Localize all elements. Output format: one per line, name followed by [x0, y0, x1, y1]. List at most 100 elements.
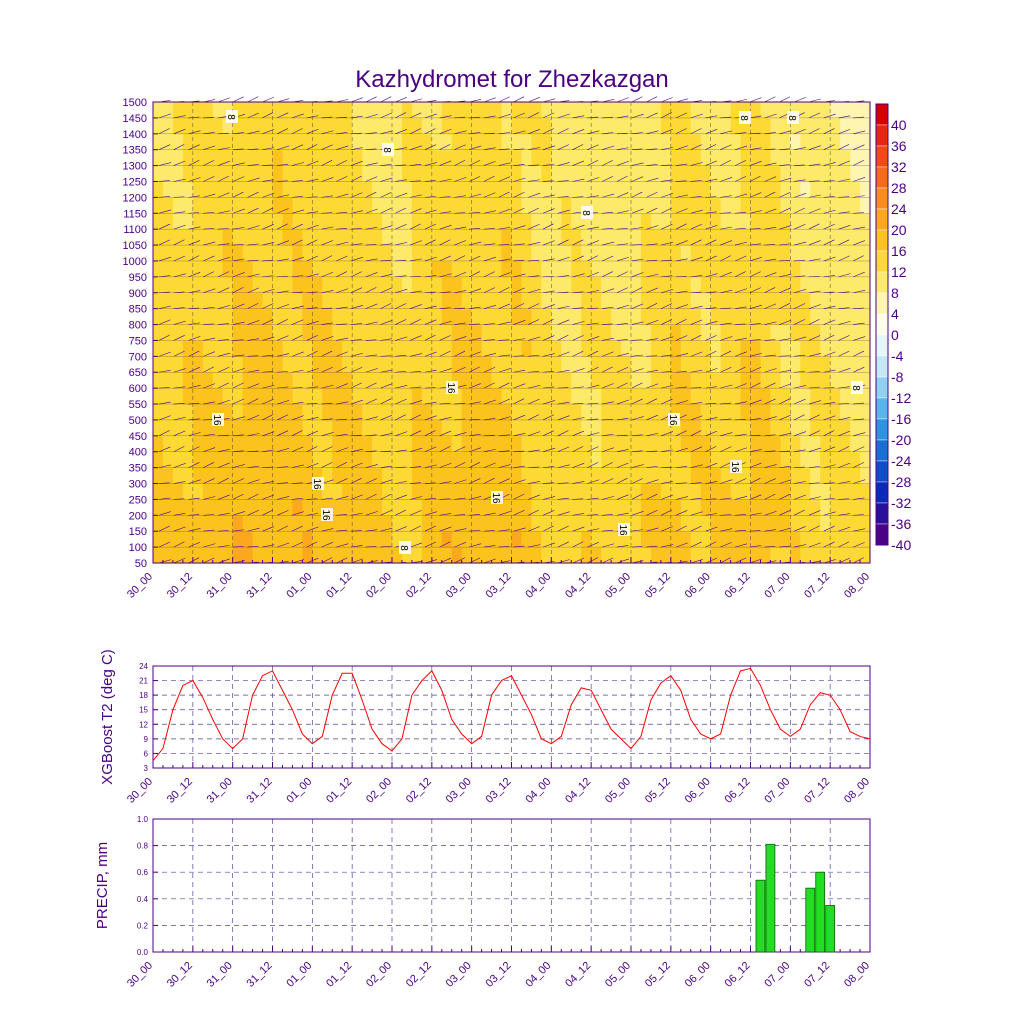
p3-xtick-label: 31_00: [205, 960, 235, 990]
heat-cell: [222, 292, 234, 310]
wind-barb: [380, 545, 392, 548]
heat-cell: [232, 372, 244, 389]
heat-cell: [690, 435, 702, 453]
wind-barb: [735, 337, 747, 341]
heat-cell: [521, 260, 533, 278]
wind-barb: [513, 545, 525, 548]
heat-cell: [541, 229, 552, 246]
wind-barb: [395, 97, 407, 103]
wind-barb: [542, 112, 555, 119]
heat-cell: [392, 451, 403, 469]
wind-barb: [602, 351, 614, 357]
wind-barb: [749, 243, 761, 246]
wind-barb: [277, 414, 289, 421]
colorbar-label: 0: [891, 327, 899, 343]
heat-cell: [411, 388, 423, 405]
wind-barb: [808, 371, 820, 373]
heat-cell: [790, 292, 801, 310]
wind-barb: [690, 239, 702, 246]
wind-barb: [247, 164, 259, 166]
heat-cell: [601, 245, 612, 262]
wind-barb: [350, 366, 363, 373]
wind-barb: [587, 366, 599, 373]
heat-cell: [720, 292, 732, 310]
heat-cell: [710, 276, 722, 294]
heat-cell: [332, 356, 343, 373]
heat-cell: [531, 245, 542, 262]
heat-cell: [561, 213, 572, 230]
wind-barb: [616, 210, 629, 214]
heat-cell: [820, 213, 831, 230]
wind-barb: [158, 430, 170, 437]
heat-cell: [680, 531, 692, 548]
contour-label-bg: [739, 111, 751, 124]
wind-barb: [483, 287, 496, 294]
wind-barb: [232, 148, 244, 150]
wind-barb: [734, 145, 748, 150]
heat-cell: [431, 419, 443, 437]
wind-barb: [557, 401, 570, 405]
heat-cell: [860, 483, 871, 501]
heat-cell: [352, 102, 363, 119]
heat-cell: [491, 419, 503, 437]
heat-cell: [631, 165, 642, 183]
heat-cell: [810, 531, 821, 548]
wind-barb: [380, 398, 392, 405]
heat-cell: [352, 340, 363, 357]
heat-cell: [690, 181, 702, 198]
wind-barb: [646, 338, 659, 341]
heat-cell: [840, 181, 851, 198]
p3-xtick-label: 03_00: [444, 960, 474, 990]
heat-cell: [660, 451, 672, 469]
wind-barb: [483, 530, 495, 532]
heat-cell: [740, 547, 752, 564]
heat-cell: [730, 102, 742, 119]
heat-cell: [601, 197, 612, 214]
wind-barb: [217, 256, 231, 262]
heat-cell: [392, 117, 403, 135]
wind-barb: [631, 191, 643, 198]
heat-cell: [411, 133, 423, 151]
heat-cell: [172, 419, 184, 437]
heat-cell: [710, 356, 722, 373]
wind-barb: [336, 478, 348, 484]
heat-cell: [561, 515, 572, 532]
wind-barb: [469, 306, 481, 309]
heat-cell: [820, 292, 831, 310]
wind-barb: [469, 401, 481, 405]
heat-cell: [471, 102, 483, 119]
heat-cell: [481, 181, 493, 198]
wind-barb: [188, 307, 200, 309]
wind-barb: [853, 336, 866, 341]
heat-cell: [451, 229, 463, 246]
heat-cell: [272, 181, 284, 198]
wind-barb: [498, 354, 510, 357]
heat-cell: [272, 292, 284, 310]
heat-cell: [481, 133, 493, 151]
heat-cell: [242, 356, 254, 373]
heat-cell: [631, 117, 642, 135]
wind-barb: [483, 132, 495, 135]
wind-barb: [439, 320, 452, 325]
heat-cell: [591, 197, 602, 214]
wind-barb: [543, 163, 555, 166]
p3-xtick-label: 02_12: [404, 960, 434, 990]
heat-cell: [640, 404, 652, 421]
heat-cell: [332, 499, 343, 516]
wind-barb: [513, 320, 526, 325]
heat-cell: [401, 308, 413, 326]
wind-barb: [838, 196, 850, 198]
wind-barb: [380, 112, 392, 119]
heat-cell: [531, 260, 542, 278]
heat-cell: [780, 165, 791, 183]
heat-cell: [481, 404, 493, 421]
wind-barb: [528, 398, 540, 405]
heat-cell: [850, 499, 861, 516]
heat-cell: [720, 197, 732, 214]
heat-cell: [182, 213, 194, 230]
wind-barb: [395, 336, 408, 341]
wind-barb: [158, 401, 171, 405]
heat-cell: [840, 324, 851, 342]
wind-barb: [764, 546, 776, 548]
heat-cell: [382, 149, 393, 167]
